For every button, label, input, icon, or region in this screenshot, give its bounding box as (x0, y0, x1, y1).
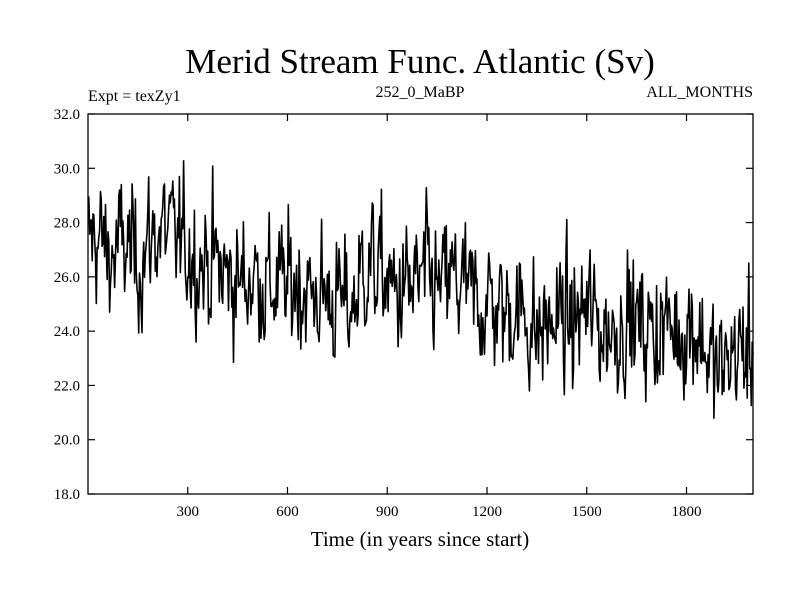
months-label: ALL_MONTHS (646, 84, 753, 101)
y-tick-label: 18.0 (54, 487, 80, 503)
x-tick-label: 900 (376, 504, 399, 520)
y-axis: 18.0 20.0 22.0 24.0 26.0 28.0 30.0 32.0 (54, 107, 753, 503)
period-label: 252_0_MaBP (376, 84, 465, 101)
y-tick-label: 26.0 (54, 270, 80, 286)
x-tick-label: 600 (276, 504, 299, 520)
x-axis-label: Time (in years since start) (311, 527, 530, 551)
experiment-label: Expt = texZy1 (88, 88, 181, 105)
y-tick-label: 28.0 (54, 216, 80, 232)
y-tick-label: 20.0 (54, 433, 80, 449)
plot-frame (87, 113, 754, 495)
y-tick-label: 32.0 (54, 107, 80, 123)
plot-area (87, 160, 754, 419)
x-tick-label: 1500 (572, 504, 602, 520)
series-line (87, 160, 754, 419)
y-tick-label: 22.0 (54, 378, 80, 394)
chart-title: Merid Stream Func. Atlantic (Sv) (185, 42, 655, 81)
x-axis: 300 600 900 1200 1500 1800 (177, 114, 702, 520)
x-tick-label: 300 (177, 504, 200, 520)
x-tick-label: 1800 (672, 504, 702, 520)
y-tick-label: 30.0 (54, 161, 80, 177)
y-tick-label: 24.0 (54, 324, 80, 340)
x-tick-label: 1200 (472, 504, 502, 520)
